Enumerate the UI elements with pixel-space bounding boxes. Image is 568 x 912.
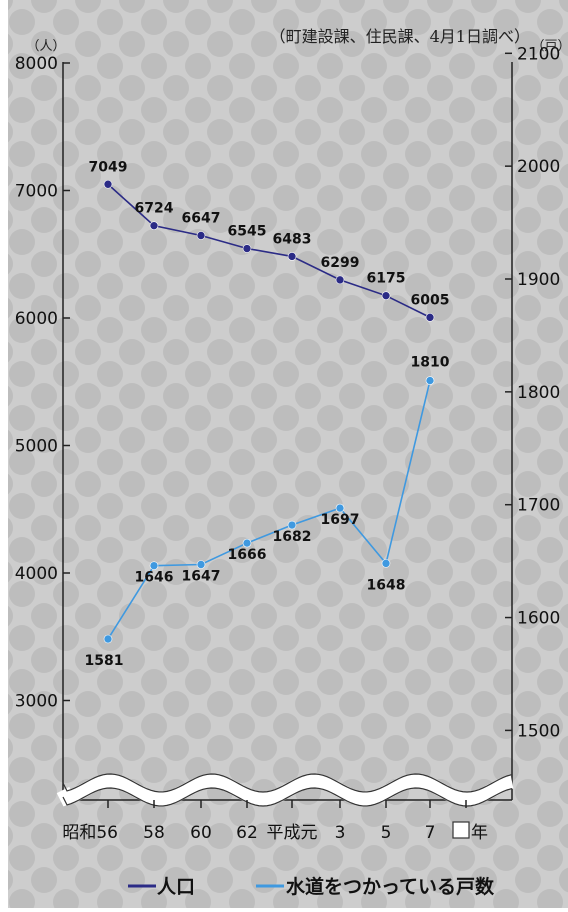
- left-tick-label: 8000: [15, 54, 58, 74]
- legend-label-population: 人口: [157, 876, 195, 898]
- series-line-0: [107, 183, 431, 319]
- chart-background: [8, 0, 568, 908]
- x-axis: 昭和56 58 60 62 平成元 3 5 7 年: [62, 800, 488, 843]
- data-label-0: 6724: [135, 201, 174, 217]
- data-label-1: 1666: [228, 547, 267, 563]
- series-point-0: [381, 291, 391, 300]
- data-label-1: 1648: [367, 577, 406, 593]
- series-point-0: [425, 313, 435, 322]
- series-point-1: [103, 634, 113, 644]
- year-box: [452, 821, 470, 839]
- left-tick-label: 4000: [15, 564, 58, 584]
- series-point-0: [287, 252, 297, 261]
- series-point-0: [335, 275, 345, 285]
- series-point-1: [242, 538, 252, 548]
- data-label-0: 6005: [411, 292, 450, 308]
- data-label-0: 6175: [367, 271, 406, 287]
- right-tick-label: 2100: [517, 44, 560, 64]
- data-label-1: 1810: [411, 355, 450, 371]
- break-band: [56, 774, 514, 807]
- right-tick-label: 2000: [517, 157, 560, 177]
- axes: 3000 4000 5000 6000 7000 8000 1500 1600 1700 1800…: [15, 44, 560, 801]
- x-tick-label: 60: [190, 823, 212, 843]
- x-tick-label: 58: [143, 823, 165, 843]
- series-line-1: [107, 380, 431, 640]
- data-label-1: 1682: [273, 529, 312, 545]
- series-point-0: [103, 179, 113, 189]
- legend-label-households: 水道をつかっている戸数: [286, 875, 495, 898]
- series-point-1: [425, 376, 435, 385]
- series-point-1: [287, 520, 297, 530]
- data-label-1: 1647: [182, 569, 221, 585]
- x-tick-label: 5: [381, 823, 392, 843]
- data-label-0: 6647: [182, 211, 221, 227]
- data-label-1: 1581: [85, 653, 124, 669]
- right-tick-label: 1600: [517, 609, 560, 629]
- right-tick-label: 1900: [517, 270, 560, 290]
- data-label-0: 6299: [321, 255, 360, 271]
- right-tick-label: 1500: [517, 721, 560, 741]
- break-edge-top: [62, 773, 513, 793]
- break-edge-bottom: [62, 787, 513, 807]
- data-label-0: 6545: [228, 224, 267, 240]
- left-axis-unit: （人）: [26, 39, 65, 54]
- data-label-1: 1646: [135, 570, 174, 586]
- left-tick-label: 7000: [15, 182, 58, 202]
- series-layer: 7049 6724 6647 6545 6483 6299 6175 6005 1581 1646…: [85, 159, 450, 669]
- x-tick-label: 平成元: [267, 823, 318, 843]
- right-axis-unit: （戸）: [531, 39, 568, 54]
- left-tick-label: 5000: [15, 437, 58, 457]
- x-tick-label: 昭和56: [62, 823, 118, 843]
- x-tick-label: 7: [425, 823, 436, 843]
- left-tick-label: 3000: [15, 692, 58, 712]
- left-tick-label: 6000: [15, 309, 58, 329]
- data-label-1: 1697: [321, 512, 360, 528]
- year-suffix: 年: [471, 823, 488, 843]
- data-label-0: 7049: [89, 159, 128, 175]
- series-point-0: [149, 221, 159, 230]
- data-label-0: 6483: [273, 231, 312, 247]
- series-point-1: [149, 561, 159, 570]
- series-point-1: [381, 559, 391, 568]
- legend: 人口 水道をつかっている戸数: [128, 875, 495, 898]
- series-point-0: [196, 231, 206, 240]
- axis-break: [56, 773, 514, 807]
- series-point-0: [242, 244, 252, 253]
- series-point-1: [196, 560, 206, 569]
- source-note: （町建設課、住民課、4月1日調べ）: [270, 27, 530, 46]
- x-tick-label: 62: [236, 823, 258, 843]
- right-tick-label: 1800: [517, 383, 560, 403]
- series-point-1: [335, 503, 345, 513]
- right-tick-label: 1700: [517, 496, 560, 516]
- x-tick-label: 3: [335, 823, 346, 843]
